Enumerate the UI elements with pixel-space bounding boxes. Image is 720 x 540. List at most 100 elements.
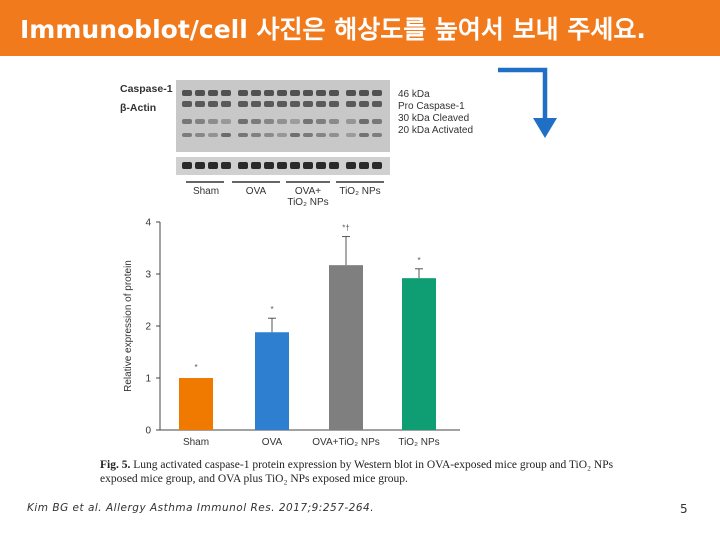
blot-band <box>316 90 326 96</box>
blot-band <box>221 119 231 124</box>
blot-band <box>251 133 261 137</box>
blot-label-beta-actin: β-Actin <box>120 102 156 114</box>
blot-band <box>290 133 300 137</box>
significance-marker: * <box>417 256 420 265</box>
blot-band-actin <box>238 162 248 169</box>
blot-band <box>346 133 356 137</box>
blot-band <box>208 119 218 124</box>
y-tick-label: 0 <box>145 426 151 437</box>
blot-band <box>182 101 192 107</box>
band-label-20kda: 20 kDa Activated <box>398 125 473 136</box>
band-label-pro-caspase: Pro Caspase-1 <box>398 101 465 112</box>
blot-band <box>290 90 300 96</box>
page-number: 5 <box>680 502 688 516</box>
blot-band <box>277 119 287 124</box>
blot-band-actin <box>277 162 287 169</box>
blot-band-actin <box>251 162 261 169</box>
blot-band <box>329 133 339 137</box>
blot-band <box>238 90 248 96</box>
bent-down-arrow-icon <box>498 67 557 138</box>
blot-band-actin <box>359 162 369 169</box>
x-tick-label: OVA <box>262 437 283 448</box>
x-tick-label: TiO₂ NPs <box>398 437 439 448</box>
blot-group-label-line: OVA <box>246 186 267 197</box>
title-bar: Immunoblot/cell 사진은 해상도를 높여서 보내 주세요. <box>0 0 720 56</box>
blot-band <box>251 119 261 124</box>
band-label-46kda: 46 kDa <box>398 89 430 100</box>
blot-band <box>238 101 248 107</box>
slide-title: Immunoblot/cell 사진은 해상도를 높여서 보내 주세요. <box>20 15 646 44</box>
y-tick-label: 3 <box>145 270 151 281</box>
blot-band <box>277 133 287 137</box>
blot-band <box>251 101 261 107</box>
significance-marker: * <box>270 305 273 314</box>
blot-band <box>359 133 369 137</box>
blot-band-actin <box>290 162 300 169</box>
blot-band <box>346 101 356 107</box>
blot-band <box>372 101 382 107</box>
blot-band <box>290 101 300 107</box>
blot-band <box>303 90 313 96</box>
blot-band <box>290 119 300 124</box>
blot-band <box>238 133 248 137</box>
figure-caption-label: Fig. 5. <box>100 459 131 471</box>
blot-band-actin <box>264 162 274 169</box>
blot-band <box>251 90 261 96</box>
blot-band <box>346 90 356 96</box>
blot-band <box>316 119 326 124</box>
blot-band-actin <box>182 162 192 169</box>
blot-band <box>195 133 205 137</box>
y-axis-label: Relative expression of protein <box>123 260 134 392</box>
blot-group-label-sham: Sham <box>193 186 219 197</box>
blot-label-caspase-1: Caspase-1 <box>120 83 173 95</box>
blot-band <box>264 133 274 137</box>
band-label-30kda: 30 kDa Cleaved <box>398 113 469 124</box>
blot-band <box>182 119 192 124</box>
blot-band <box>182 90 192 96</box>
blot-band <box>277 101 287 107</box>
x-tick-label: OVA+TiO₂ NPs <box>312 437 380 448</box>
blot-band <box>346 119 356 124</box>
y-tick-label: 4 <box>145 218 151 229</box>
bar <box>255 332 289 430</box>
blot-band <box>316 133 326 137</box>
blot-band-actin <box>195 162 205 169</box>
blot-band <box>329 101 339 107</box>
blot-band-actin <box>221 162 231 169</box>
figure-caption: Fig. 5. Lung activated caspase-1 protein… <box>100 458 620 486</box>
blot-group-label-line: TiO₂ NPs <box>339 186 380 197</box>
blot-band <box>182 133 192 137</box>
blot-band <box>208 133 218 137</box>
blot-band-actin <box>316 162 326 169</box>
blot-group-label-line: TiO₂ NPs <box>287 197 328 208</box>
blot-band <box>264 90 274 96</box>
y-tick-label: 2 <box>145 322 151 333</box>
blot-band-actin <box>303 162 313 169</box>
blot-band <box>372 133 382 137</box>
blot-band <box>303 119 313 124</box>
blot-group-label-ova: OVA <box>246 186 267 197</box>
significance-marker: * <box>194 363 197 372</box>
bar <box>329 265 363 430</box>
blot-band-actin <box>329 162 339 169</box>
western-blot <box>176 80 390 183</box>
blot-group-label-line: OVA+ <box>295 186 321 197</box>
bar-chart: Relative expression of protein 0 1 2 3 4 * * *… <box>123 218 460 448</box>
significance-marker: *† <box>342 224 350 233</box>
y-tick-label: 1 <box>145 374 151 385</box>
bar <box>179 378 213 430</box>
blot-band <box>221 90 231 96</box>
blot-band <box>329 90 339 96</box>
blot-band <box>277 90 287 96</box>
x-tick-label: Sham <box>183 437 209 448</box>
figure-caption-text: Lung activated caspase-1 protein express… <box>100 459 614 485</box>
blot-band <box>195 119 205 124</box>
blot-group-label-line: Sham <box>193 186 219 197</box>
blot-band <box>208 90 218 96</box>
blot-band <box>316 101 326 107</box>
blot-band <box>372 119 382 124</box>
blot-band <box>195 90 205 96</box>
blot-band-actin <box>208 162 218 169</box>
blot-band-actin <box>346 162 356 169</box>
